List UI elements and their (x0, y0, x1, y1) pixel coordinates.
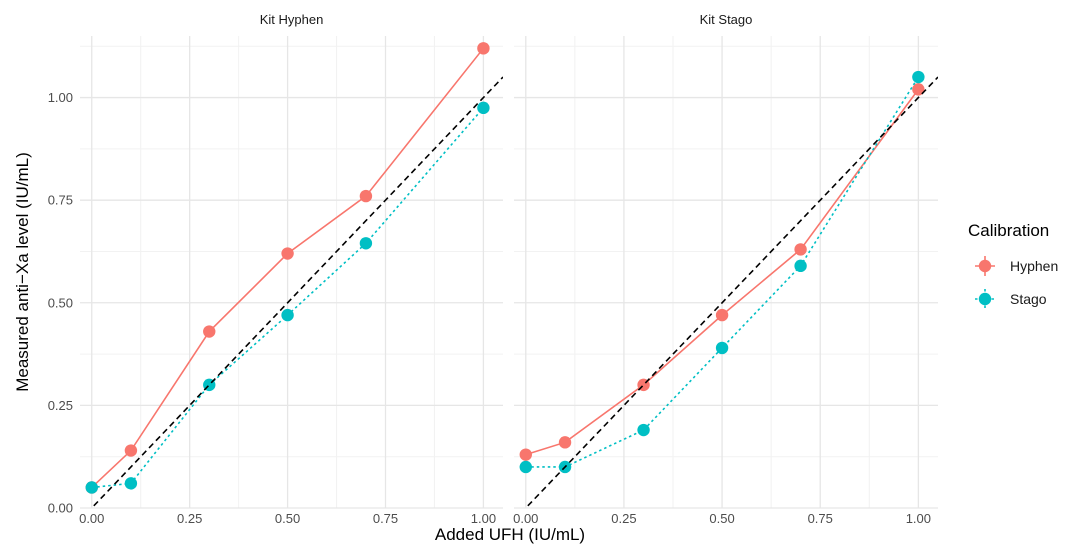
legend: Calibration Hyphen Stago (968, 221, 1058, 309)
data-point (637, 423, 650, 437)
reference-line (524, 76, 938, 508)
x-tick-label: 0.25 (611, 511, 636, 526)
chart-panels: Kit Hyphen 0.00 0.25 0.50 0.75 1.00 0.00 0.25 0.… (48, 12, 938, 526)
data-point (477, 101, 490, 115)
y-tick-label: 0.25 (48, 398, 73, 413)
legend-entry-hyphen: Hyphen (975, 256, 1058, 276)
data-point (519, 448, 532, 461)
legend-entry-stago: Stago (975, 289, 1047, 309)
data-point (124, 477, 138, 490)
panel-2: Kit Stago 0.00 0.25 0.50 0.75 1.00 (513, 12, 938, 526)
y-tick-label: 0.00 (48, 501, 73, 516)
data-point (558, 436, 572, 449)
legend-title: Calibration (968, 221, 1049, 240)
major-gridlines (80, 36, 503, 509)
y-tick-label: 0.50 (48, 295, 73, 310)
data-point (124, 444, 138, 457)
data-point (359, 237, 373, 250)
major-gridlines (514, 36, 938, 509)
data-point (912, 70, 925, 84)
y-tick-label: 1.00 (48, 90, 73, 105)
series-line (91, 47, 485, 489)
series-line (525, 76, 920, 468)
data-point (715, 341, 729, 355)
x-tick-label: 0.00 (79, 511, 104, 526)
data-point (85, 481, 98, 494)
data-point (794, 243, 807, 256)
series-stago (85, 101, 490, 494)
data-point (203, 325, 216, 338)
minor-gridlines (80, 36, 503, 508)
x-axis-title: Added UFH (IU/mL) (435, 525, 585, 544)
data-point (715, 308, 729, 322)
minor-gridlines (514, 36, 938, 508)
data-point (281, 247, 294, 260)
data-point (477, 42, 490, 55)
x-tick-label: 0.25 (177, 511, 202, 526)
x-tick-label: 1.00 (906, 511, 931, 526)
legend-key-point (978, 292, 992, 306)
x-tick-label: 0.50 (275, 511, 300, 526)
data-point (912, 83, 925, 96)
axis-titles: Added UFH (IU/mL) Measured anti−Xa level… (13, 152, 585, 544)
y-tick-label: 0.75 (48, 193, 73, 208)
legend-label: Hyphen (1010, 258, 1058, 274)
panel-title: Kit Stago (700, 12, 753, 27)
x-tick-label: 0.50 (709, 511, 734, 526)
data-point (359, 189, 373, 203)
panel-title: Kit Hyphen (260, 12, 324, 27)
legend-key-point (978, 259, 992, 273)
panel-1: Kit Hyphen 0.00 0.25 0.50 0.75 1.00 0.00 0.25 0.… (48, 12, 503, 526)
reference-line (90, 76, 503, 508)
x-tick-label: 0.75 (808, 511, 833, 526)
x-tick-label: 0.75 (373, 511, 398, 526)
data-point (794, 259, 807, 273)
x-tick-label: 0.00 (513, 511, 538, 526)
data-point (519, 460, 532, 474)
y-axis-title: Measured anti−Xa level (IU/mL) (13, 152, 32, 392)
series-line (525, 88, 920, 456)
data-point (281, 308, 294, 322)
legend-label: Stago (1010, 291, 1047, 307)
x-tick-label: 1.00 (471, 511, 496, 526)
